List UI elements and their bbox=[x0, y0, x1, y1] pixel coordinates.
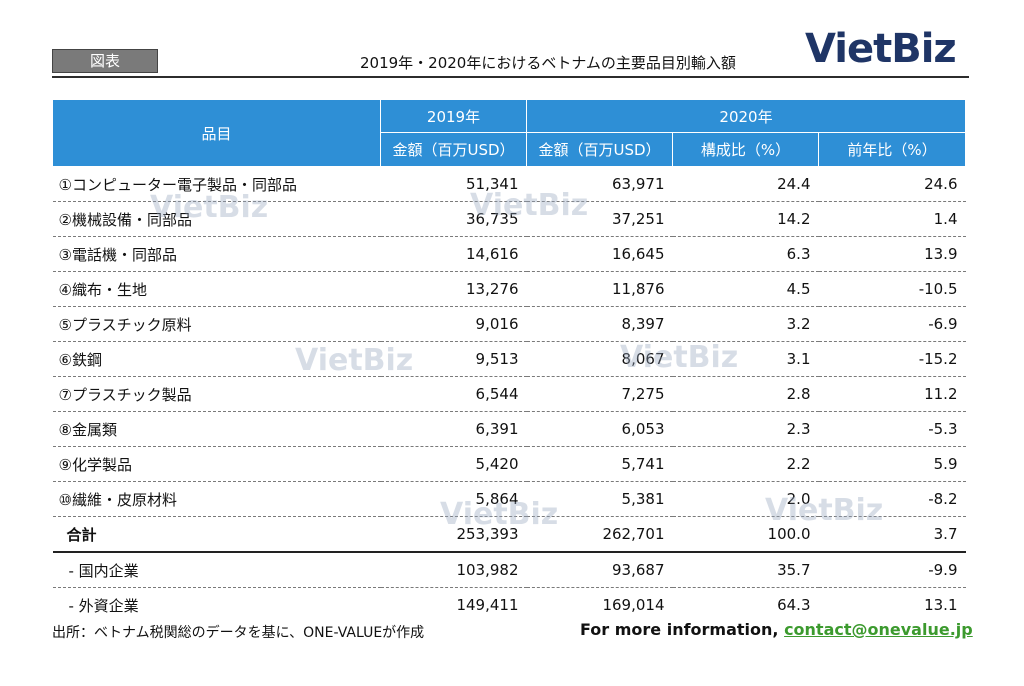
row-value-2020: 63,971 bbox=[526, 166, 673, 202]
row-value-2020: 169,014 bbox=[526, 587, 673, 623]
table-row: ⑤プラスチック原料 9,016 8,397 3.2 -6.9 bbox=[52, 306, 966, 342]
row-yoy: -10.5 bbox=[818, 271, 966, 307]
row-share: 64.3 bbox=[672, 587, 819, 623]
row-share: 100.0 bbox=[672, 516, 819, 553]
row-item: ⑧金属類 bbox=[52, 411, 381, 447]
row-item: ⑨化学製品 bbox=[52, 446, 381, 482]
column-header-item: 品目 bbox=[52, 99, 381, 167]
column-header-yoy: 前年比（%） bbox=[818, 132, 966, 167]
row-share: 14.2 bbox=[672, 201, 819, 237]
row-value-2019: 51,341 bbox=[380, 166, 527, 202]
subtotal-row: - 外資企業 149,411 169,014 64.3 13.1 bbox=[52, 587, 966, 623]
table-row: ①コンピューター電子製品・同部品 51,341 63,971 24.4 24.6 bbox=[52, 166, 966, 202]
table-row: ⑨化学製品 5,420 5,741 2.2 5.9 bbox=[52, 446, 966, 482]
figure-badge: 図表 bbox=[52, 49, 158, 73]
row-share: 3.1 bbox=[672, 341, 819, 377]
row-value-2020: 11,876 bbox=[526, 271, 673, 307]
row-value-2019: 9,016 bbox=[380, 306, 527, 342]
table-row: ④織布・生地 13,276 11,876 4.5 -10.5 bbox=[52, 271, 966, 307]
row-share: 35.7 bbox=[672, 552, 819, 588]
row-value-2019: 13,276 bbox=[380, 271, 527, 307]
row-value-2019: 36,735 bbox=[380, 201, 527, 237]
table-row: ②機械設備・同部品 36,735 37,251 14.2 1.4 bbox=[52, 201, 966, 237]
row-item: ⑦プラスチック製品 bbox=[52, 376, 381, 412]
row-yoy: -9.9 bbox=[818, 552, 966, 588]
page-title: 2019年・2020年におけるベトナムの主要品目別輸入額 bbox=[360, 54, 736, 72]
row-value-2020: 8,067 bbox=[526, 341, 673, 377]
column-header-2020: 2020年 bbox=[526, 99, 966, 133]
row-value-2019: 253,393 bbox=[380, 516, 527, 553]
row-share: 2.2 bbox=[672, 446, 819, 482]
source-note: 出所：ベトナム税関総のデータを基に、ONE-VALUEが作成 bbox=[52, 625, 425, 641]
vietbiz-logo: VietBiz bbox=[805, 26, 957, 72]
row-yoy: -6.9 bbox=[818, 306, 966, 342]
subtotal-row: - 国内企業 103,982 93,687 35.7 -9.9 bbox=[52, 552, 966, 588]
row-item: ③電話機・同部品 bbox=[52, 236, 381, 272]
row-yoy: 13.1 bbox=[818, 587, 966, 623]
table-row: ③電話機・同部品 14,616 16,645 6.3 13.9 bbox=[52, 236, 966, 272]
row-item: 合計 bbox=[52, 516, 381, 553]
row-item: ①コンピューター電子製品・同部品 bbox=[52, 166, 381, 202]
row-item: ⑥鉄鋼 bbox=[52, 341, 381, 377]
row-share: 24.4 bbox=[672, 166, 819, 202]
table-row: ⑧金属類 6,391 6,053 2.3 -5.3 bbox=[52, 411, 966, 447]
row-value-2020: 16,645 bbox=[526, 236, 673, 272]
row-value-2019: 5,420 bbox=[380, 446, 527, 482]
row-yoy: 1.4 bbox=[818, 201, 966, 237]
row-share: 4.5 bbox=[672, 271, 819, 307]
row-value-2019: 14,616 bbox=[380, 236, 527, 272]
row-value-2020: 5,741 bbox=[526, 446, 673, 482]
row-item: - 外資企業 bbox=[52, 587, 381, 623]
contact-link[interactable]: contact@onevalue.jp bbox=[784, 620, 973, 639]
table-row: ⑩繊維・皮原材料 5,864 5,381 2.0 -8.2 bbox=[52, 481, 966, 517]
table-row: ⑥鉄鋼 9,513 8,067 3.1 -15.2 bbox=[52, 341, 966, 377]
row-yoy: 3.7 bbox=[818, 516, 966, 553]
row-item: ⑤プラスチック原料 bbox=[52, 306, 381, 342]
row-yoy: 5.9 bbox=[818, 446, 966, 482]
row-share: 2.8 bbox=[672, 376, 819, 412]
row-value-2020: 6,053 bbox=[526, 411, 673, 447]
row-value-2020: 8,397 bbox=[526, 306, 673, 342]
row-value-2019: 9,513 bbox=[380, 341, 527, 377]
row-item: ④織布・生地 bbox=[52, 271, 381, 307]
row-value-2020: 5,381 bbox=[526, 481, 673, 517]
row-value-2019: 103,982 bbox=[380, 552, 527, 588]
row-item: - 国内企業 bbox=[52, 552, 381, 588]
row-item: ⑩繊維・皮原材料 bbox=[52, 481, 381, 517]
row-yoy: 13.9 bbox=[818, 236, 966, 272]
row-value-2020: 93,687 bbox=[526, 552, 673, 588]
row-share: 2.0 bbox=[672, 481, 819, 517]
row-yoy: -15.2 bbox=[818, 341, 966, 377]
row-share: 6.3 bbox=[672, 236, 819, 272]
column-header-share: 構成比（%） bbox=[672, 132, 819, 167]
row-share: 3.2 bbox=[672, 306, 819, 342]
row-value-2019: 5,864 bbox=[380, 481, 527, 517]
row-item: ②機械設備・同部品 bbox=[52, 201, 381, 237]
row-yoy: -8.2 bbox=[818, 481, 966, 517]
header-divider bbox=[52, 76, 969, 78]
column-header-amount-2019: 金額（百万USD） bbox=[380, 132, 527, 167]
row-value-2019: 149,411 bbox=[380, 587, 527, 623]
table-row: ⑦プラスチック製品 6,544 7,275 2.8 11.2 bbox=[52, 376, 966, 412]
row-yoy: 11.2 bbox=[818, 376, 966, 412]
more-info: For more information, contact@onevalue.j… bbox=[580, 620, 973, 639]
row-value-2020: 262,701 bbox=[526, 516, 673, 553]
column-header-2019: 2019年 bbox=[380, 99, 527, 133]
row-value-2019: 6,391 bbox=[380, 411, 527, 447]
row-value-2019: 6,544 bbox=[380, 376, 527, 412]
total-row: 合計 253,393 262,701 100.0 3.7 bbox=[52, 516, 966, 553]
row-share: 2.3 bbox=[672, 411, 819, 447]
row-value-2020: 7,275 bbox=[526, 376, 673, 412]
column-header-amount-2020: 金額（百万USD） bbox=[526, 132, 673, 167]
row-value-2020: 37,251 bbox=[526, 201, 673, 237]
more-info-text: For more information, bbox=[580, 620, 785, 639]
row-yoy: 24.6 bbox=[818, 166, 966, 202]
row-yoy: -5.3 bbox=[818, 411, 966, 447]
import-table: 品目 2019年 2020年 金額（百万USD） 金額（百万USD） 構成比（%… bbox=[52, 99, 966, 623]
